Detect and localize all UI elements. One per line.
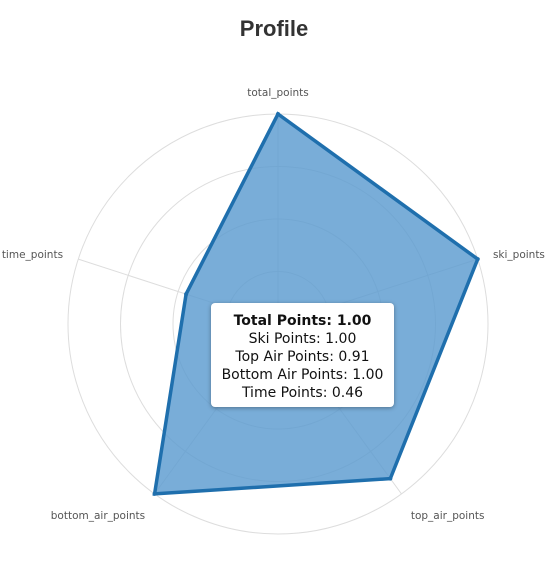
data-point-bottom-air-points[interactable] <box>152 491 157 496</box>
data-tooltip: Total Points: 1.00 Ski Points: 1.00 Top … <box>211 303 394 407</box>
chart-title: Profile <box>239 16 309 41</box>
tooltip-line-bottom-air: Bottom Air Points: 1.00 <box>221 367 384 383</box>
axis-labels: total_points ski_points top_air_points bott… <box>2 87 545 522</box>
data-point-ski-points[interactable] <box>475 257 480 262</box>
data-point-top-air-points[interactable] <box>388 476 393 481</box>
axis-label-time-points: time_points <box>2 249 63 261</box>
axis-label-bottom-air-points: bottom_air_points <box>51 510 145 522</box>
data-point-total-points[interactable] <box>276 112 280 116</box>
tooltip-header: Total Points: 1.00 <box>233 313 372 329</box>
data-point-time-points[interactable] <box>184 292 189 297</box>
axis-label-top-air-points: top_air_points <box>411 510 485 522</box>
axis-label-ski-points: ski_points <box>493 249 545 261</box>
tooltip-line-ski: Ski Points: 1.00 <box>248 331 357 347</box>
tooltip-line-time: Time Points: 0.46 <box>241 385 364 401</box>
axis-label-total-points: total_points <box>247 87 309 99</box>
tooltip-line-top-air: Top Air Points: 0.91 <box>235 349 370 365</box>
